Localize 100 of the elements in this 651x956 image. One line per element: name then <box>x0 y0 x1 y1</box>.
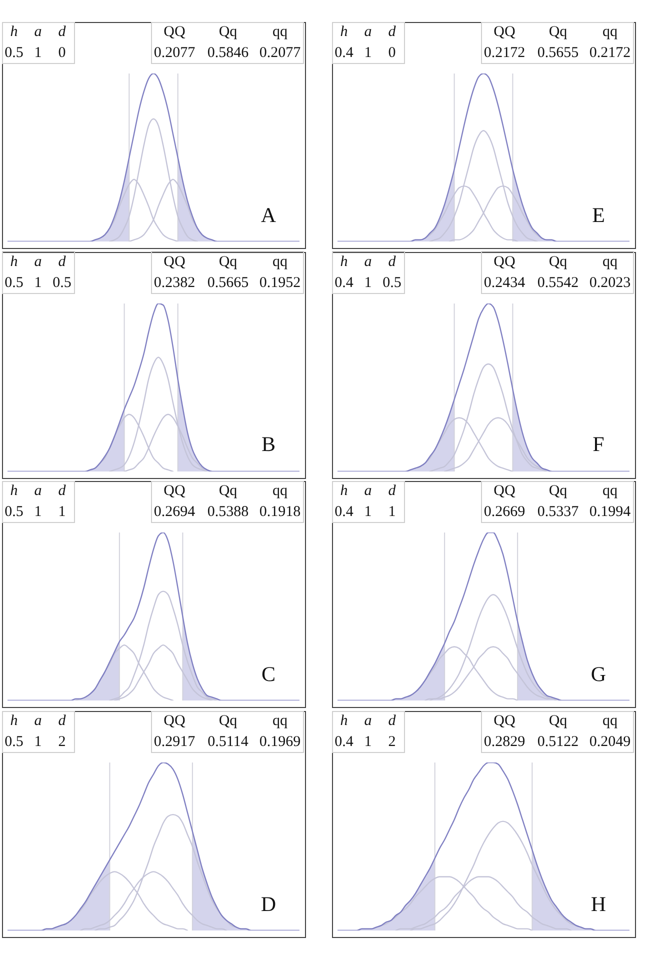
text: 0.2172 <box>589 45 631 61</box>
text: 0.1918 <box>259 504 301 520</box>
text: Qq <box>548 254 568 270</box>
text: G <box>590 662 606 686</box>
text: Qq <box>218 713 238 730</box>
text: Qq <box>548 713 568 730</box>
text: 0.4 <box>334 45 354 61</box>
text: a <box>364 713 372 730</box>
text: qq <box>272 254 288 270</box>
text: Qq <box>548 483 568 500</box>
text: 0 <box>388 45 396 61</box>
text: F <box>592 432 604 456</box>
text: h <box>340 254 348 270</box>
text: h <box>10 483 18 500</box>
text: a <box>34 483 42 500</box>
text: 0.5337 <box>537 504 579 520</box>
text: a <box>34 24 42 40</box>
text: 1 <box>34 734 42 750</box>
text: QQ <box>164 254 186 270</box>
text: a <box>34 713 42 730</box>
text: d <box>58 254 66 270</box>
text: qq <box>272 24 288 40</box>
text: QQ <box>494 483 516 500</box>
text: 0.2077 <box>259 45 301 61</box>
text: 0.5 <box>52 274 72 291</box>
text: d <box>388 254 396 270</box>
text: 0.5 <box>382 274 402 291</box>
text: 0.1952 <box>259 274 301 291</box>
text: 0.1994 <box>589 504 631 520</box>
text: 0.5114 <box>208 734 248 750</box>
text: 0.5665 <box>207 274 249 291</box>
text: d <box>388 713 396 730</box>
text: E <box>592 202 605 226</box>
text: 0.2049 <box>589 734 631 750</box>
text: 1 <box>364 734 372 750</box>
text: 1 <box>364 504 372 520</box>
text: B <box>261 432 276 456</box>
text: 1 <box>34 45 42 61</box>
text: QQ <box>494 254 516 270</box>
text: d <box>58 713 66 730</box>
text: 0.2694 <box>154 504 196 520</box>
text: 0.4 <box>334 734 354 750</box>
text: 0.5122 <box>537 734 579 750</box>
text: 0.4 <box>334 274 354 291</box>
text: 1 <box>388 504 396 520</box>
text: 0.2669 <box>484 504 526 520</box>
text: 0.5655 <box>537 45 579 61</box>
text: 0.4 <box>334 504 354 520</box>
text: 0.5 <box>4 734 24 750</box>
text: QQ <box>164 24 186 40</box>
text: 2 <box>58 734 66 750</box>
text: H <box>590 892 606 916</box>
text: 1 <box>364 45 372 61</box>
text: qq <box>602 254 618 270</box>
text: 1 <box>34 274 42 291</box>
text: C <box>261 662 276 686</box>
text: h <box>10 254 18 270</box>
text: d <box>388 483 396 500</box>
text: 2 <box>388 734 396 750</box>
text: 0.5846 <box>207 45 249 61</box>
text: qq <box>272 713 288 730</box>
text: h <box>10 24 18 40</box>
text: Qq <box>218 483 238 500</box>
text: QQ <box>494 24 516 40</box>
text: 1 <box>58 504 66 520</box>
text: QQ <box>164 713 186 730</box>
text: 0.2077 <box>154 45 196 61</box>
text: Qq <box>218 24 238 40</box>
text: 0.2829 <box>484 734 526 750</box>
text: 0 <box>58 45 66 61</box>
text: A <box>260 202 276 226</box>
text: 0.2023 <box>589 274 631 291</box>
text: qq <box>272 483 288 500</box>
text: h <box>340 483 348 500</box>
text: QQ <box>164 483 186 500</box>
text: 0.5 <box>4 274 24 291</box>
text: a <box>364 24 372 40</box>
text: 0.2382 <box>154 274 196 291</box>
text: 0.5542 <box>537 274 579 291</box>
text: a <box>364 483 372 500</box>
text: a <box>364 254 372 270</box>
text: a <box>34 254 42 270</box>
text: qq <box>602 483 618 500</box>
text: 1 <box>364 274 372 291</box>
text: 0.2172 <box>484 45 526 61</box>
text: 1 <box>34 504 42 520</box>
text: h <box>340 24 348 40</box>
text: 0.1969 <box>259 734 301 750</box>
text: 0.2917 <box>154 734 196 750</box>
text: qq <box>602 713 618 730</box>
text: d <box>58 483 66 500</box>
text: 0.5 <box>4 504 24 520</box>
text: 0.5 <box>4 45 24 61</box>
text: Qq <box>548 24 568 40</box>
text: Qq <box>218 254 238 270</box>
text: d <box>58 24 66 40</box>
text: d <box>388 24 396 40</box>
text: h <box>10 713 18 730</box>
text: 0.2434 <box>484 274 526 291</box>
text: D <box>260 892 276 916</box>
